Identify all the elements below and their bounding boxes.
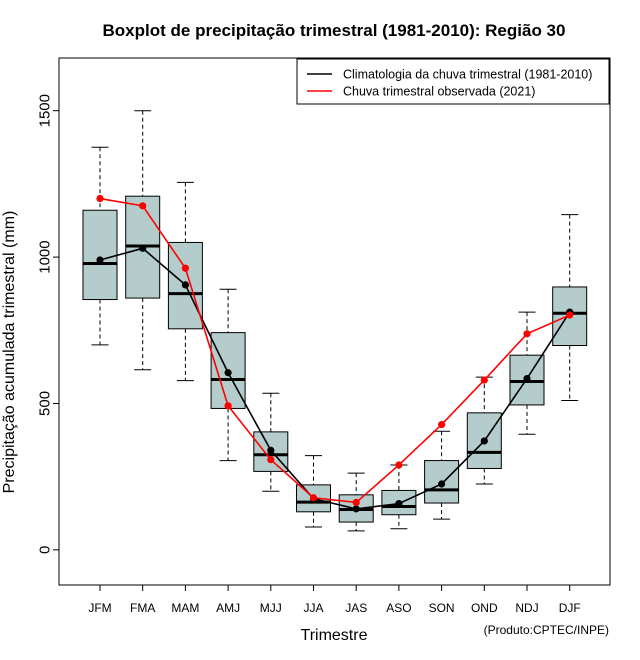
x-tick-label: AMJ [216, 601, 240, 615]
x-tick-label: NDJ [515, 601, 538, 615]
x-tick-label: MJJ [260, 601, 282, 615]
legend-box [296, 58, 610, 105]
box-iqr [381, 489, 417, 516]
series-point-NDJ [523, 330, 531, 338]
y-tick-label: 500 [37, 391, 54, 416]
series-point-AMJ [224, 369, 232, 377]
chart-title: Boxplot de precipitação trimestral (1981… [103, 21, 566, 40]
product-credit: (Produto:CPTEC/INPE) [484, 623, 609, 637]
x-tick-label: FMA [130, 601, 155, 615]
series-point-MAM [181, 264, 189, 272]
series-line [99, 197, 571, 504]
box-SON [424, 430, 460, 520]
box-iqr [82, 209, 118, 301]
legend: Climatologia da chuva trimestral (1981-2… [296, 58, 610, 105]
series-point-NDJ [523, 374, 531, 383]
series-point-JFM [96, 194, 104, 203]
box-JFM [82, 146, 118, 346]
series-point-SON [438, 480, 446, 488]
box-FMA [125, 110, 161, 371]
x-tick-label: SON [429, 601, 455, 615]
series-line [99, 247, 571, 510]
series-layer [96, 194, 574, 513]
series-point-MJJ [267, 446, 275, 454]
series-point-OND [480, 437, 488, 445]
x-tick-label: JAS [345, 601, 367, 615]
box-iqr [167, 241, 203, 330]
series-point-OND [480, 376, 488, 384]
series-point-FMA [139, 202, 147, 210]
box-MJJ [253, 392, 289, 492]
x-axis-label: Trimestre [301, 627, 368, 644]
y-tick-label: 0 [37, 546, 54, 554]
x-axis: JFM FMA MAM AMJ MJJ JJA JAS ASO SON OND NDJ DJF [88, 585, 581, 615]
x-tick-label: JJA [303, 601, 323, 615]
series-point-JAS [352, 505, 360, 513]
y-tick-label: 1000 [37, 240, 54, 273]
x-tick-label: OND [471, 601, 498, 615]
plot-frame [58, 57, 611, 586]
series-0 [96, 244, 574, 513]
box-JJA [296, 455, 331, 528]
series-point-DJF [566, 311, 574, 319]
box-DJF [552, 214, 588, 402]
series-point-FMA [139, 244, 147, 252]
series-point-AMJ [224, 402, 232, 410]
series-point-JJA [309, 494, 318, 502]
x-tick-label: ASO [386, 601, 411, 615]
boxes-layer [82, 110, 588, 532]
x-tick-label: JFM [88, 601, 111, 615]
series-point-ASO [395, 500, 403, 508]
series-1 [96, 194, 574, 507]
box-MAM [167, 181, 203, 382]
series-point-MAM [181, 281, 189, 289]
series-point-MJJ [267, 456, 275, 464]
x-tick-label: DJF [559, 601, 581, 615]
series-point-SON [438, 420, 446, 429]
legend-label-0: Climatologia da chuva trimestral (1981-2… [343, 68, 592, 82]
y-axis-label: Precipitação acumulada trimestral (mm) [1, 211, 18, 494]
series-point-JFM [96, 256, 104, 264]
series-point-ASO [395, 461, 403, 469]
x-tick-label: MAM [171, 601, 199, 615]
y-axis: 0 500 1000 1500 [37, 94, 59, 554]
y-tick-label: 1500 [37, 94, 54, 127]
legend-label-1: Chuva trimestral observada (2021) [343, 85, 535, 99]
series-point-JAS [352, 498, 360, 507]
